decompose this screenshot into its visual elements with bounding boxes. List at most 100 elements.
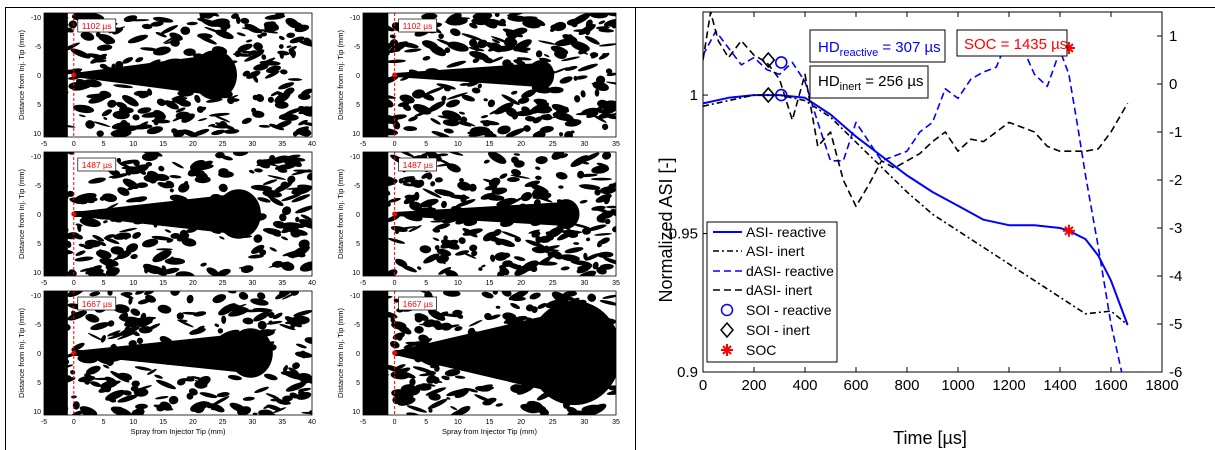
right-y-tick-label: -6 [1169,364,1182,381]
legend-item-soi-inert: SOI - inert [720,321,810,339]
image-x-tick: 10 [129,419,137,426]
image-y-tick: -5 [35,183,41,190]
legend-item-asi-reactive: ASI- reactive [713,224,826,240]
image-x-tick: 0 [72,419,76,426]
image-y-tick: -10 [350,15,360,22]
image-x-tick: 40 [308,141,316,148]
svg-text:SOC = 1435 µs: SOC = 1435 µs [964,36,1067,53]
image-x-tick: 15 [486,419,494,426]
right-y-tick-label: -5 [1169,316,1182,333]
x-tick-label: 1800 [1145,377,1178,394]
panel-time-label: 1667 µs [398,296,437,311]
image-x-tick: 30 [249,280,257,287]
image-y-tick: 5 [356,241,360,248]
image-y-tick: 5 [37,380,41,387]
image-x-tick: 0 [393,141,397,148]
panel-time-text: 1487 µs [403,160,433,170]
x-axis-title: Time [µs] [893,428,967,448]
spray-image-panel: 1667 µs -5 0 5 10 15 20 25 30 35 -10 -5 0 5 10 Distance… [336,290,620,436]
image-y-tick: -10 [31,154,41,161]
right-y-tick-label: 0 [1169,76,1177,93]
image-x-tick: 35 [278,419,286,426]
right-y-tick-label: -1 [1169,124,1182,141]
panel-time-label: 1102 µs [77,18,117,33]
chart-legend: ASI- reactive ASI- inert dASI- reactive … [706,221,838,363]
marker-soi-reactive [774,56,788,69]
image-x-tick: 40 [308,419,316,426]
soc-annotation: SOC = 1435 µs [956,29,1068,57]
panel-time-text: 1667 µs [82,299,112,309]
image-x-tick: 35 [278,141,286,148]
image-x-tick: 30 [249,419,257,426]
image-x-tick: 20 [189,280,197,287]
svg-text:ASI- reactive: ASI- reactive [746,224,826,240]
image-y-label: Distance from Inj. Tip (mm) [17,29,26,120]
image-y-tick: 10 [33,409,41,416]
x-tick-label: 1600 [1094,377,1127,394]
image-x-label: Spray from Injector Tip (mm) [442,427,538,436]
x-tick-label: 600 [843,377,868,394]
spray-image-panel: 1102 µs -5 0 5 10 15 20 25 30 35 -10 -5 0 5 10 Distance… [336,12,620,148]
x-tick-label: 1200 [992,377,1025,394]
image-x-tick: 35 [612,419,620,426]
image-x-tick: -5 [360,141,366,148]
spray-images-panel: 1102 µs-5 0 5 10 15 20 25 30 35 40-10-50510Distan… [17,12,620,436]
image-x-tick: 15 [159,419,167,426]
image-y-label: Distance from Inj. Tip (mm) [336,168,345,259]
image-x-tick: 10 [454,141,462,148]
image-x-tick: -5 [41,419,47,426]
image-y-tick: -5 [35,322,41,329]
panel-time-text: 1102 µs [403,21,433,31]
image-x-tick: 25 [549,280,557,287]
image-x-tick: -5 [360,419,366,426]
svg-text:SOC: SOC [746,342,776,358]
image-x-tick: 0 [393,419,397,426]
svg-text:SOI - inert: SOI - inert [746,322,810,338]
image-y-tick: 10 [352,409,360,416]
image-y-tick: 5 [37,102,41,109]
image-y-label: Distance from Inj. Tip (mm) [336,307,345,398]
y-tick-label: 1 [690,87,698,104]
panel-time-text: 1102 µs [82,21,112,31]
panel-time-text: 1487 µs [82,160,112,170]
image-y-tick: 5 [356,102,360,109]
image-x-tick: 15 [159,280,167,287]
image-x-tick: 5 [102,280,106,287]
image-y-tick: 5 [356,380,360,387]
image-x-tick: 20 [189,419,197,426]
image-y-tick: 0 [356,351,360,358]
image-y-tick: -10 [350,154,360,161]
svg-text:HDinert = 256 µs: HDinert = 256 µs [818,73,924,93]
image-x-tick: 5 [102,419,106,426]
panel-time-label: 1487 µs [398,157,437,172]
image-x-tick: 15 [159,141,167,148]
image-x-tick: 30 [580,419,588,426]
right-y-tick-label: 1 [1169,28,1177,45]
image-y-tick: 5 [37,241,41,248]
image-x-tick: -5 [360,280,366,287]
y-tick-label: 0.95 [669,226,698,243]
image-x-tick: 25 [219,280,227,287]
image-y-tick: 10 [352,270,360,277]
image-x-tick: 15 [486,280,494,287]
marker-soi-inert [761,86,776,104]
image-y-tick: 10 [33,131,41,138]
marker-soi-inert [761,51,776,69]
image-x-tick: 20 [517,280,525,287]
image-y-label: Distance from Inj. Tip (mm) [336,29,345,120]
image-x-tick: 35 [278,280,286,287]
legend-item-soc: SOC [721,342,776,358]
image-x-label: Spray from Injector Tip (mm) [130,427,226,436]
spray-image-panel: 1487 µs -5 0 5 10 15 20 25 30 35 40 -10 -5 0 5 10 Distan… [17,151,316,287]
image-y-label: Distance from Inj. Tip (mm) [17,307,26,398]
image-x-tick: 10 [129,141,137,148]
hd-reactive-annotation: HDreactive = 307 µs [809,29,946,63]
image-y-tick: 10 [33,270,41,277]
series-asi-reactive [703,94,1129,326]
right-y-tick-label: -3 [1169,220,1182,237]
marker-soi-reactive [774,88,788,102]
image-y-tick: -10 [350,293,360,300]
image-y-tick: 0 [356,73,360,80]
x-tick-label: 1400 [1043,377,1076,394]
